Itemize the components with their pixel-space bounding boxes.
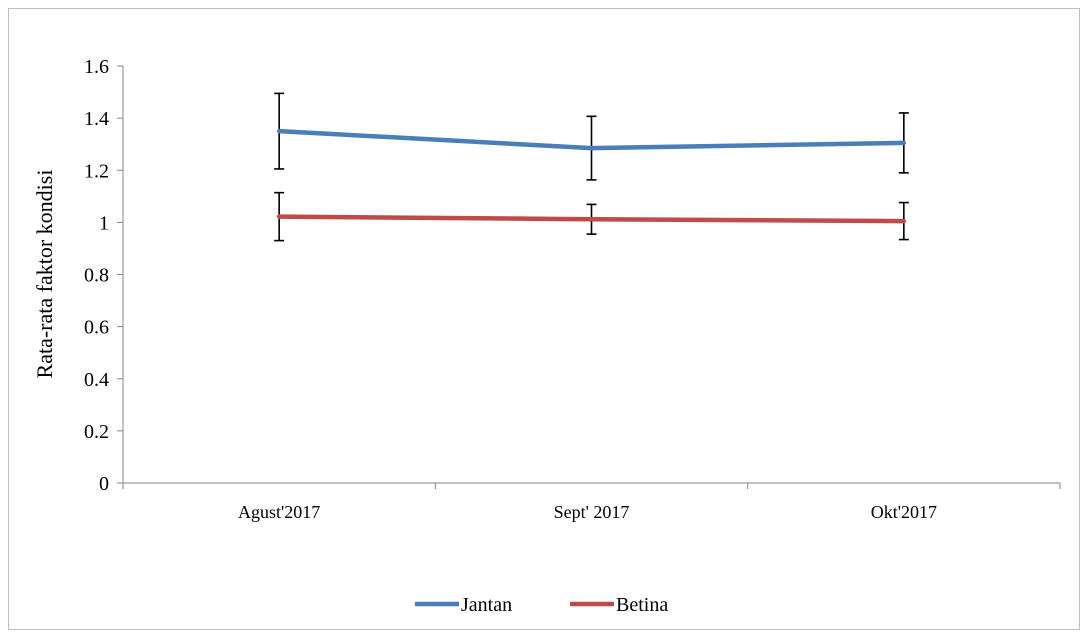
legend-item-betina: Betina (570, 594, 668, 616)
chart-frame (8, 8, 1080, 630)
series-line-jantan (276, 128, 907, 151)
legend-item-jantan: Jantan (415, 594, 512, 616)
y-tick-label: 0.4 (84, 369, 109, 391)
series-lines (276, 128, 907, 224)
x-tick-label: Okt'2017 (871, 502, 937, 522)
y-tick-label: 0.2 (84, 421, 109, 443)
legend: Jantan Betina (415, 594, 668, 616)
y-axis-title: Rata-rata faktor kondisi (32, 170, 57, 379)
y-tick-label: 0 (99, 473, 109, 495)
y-tick-label: 1.6 (84, 56, 109, 78)
x-tick-label: Agust'2017 (238, 502, 320, 522)
y-tick-label: 1 (99, 212, 109, 234)
y-tick-label: 0.8 (84, 265, 109, 287)
x-tick-label: Sept' 2017 (554, 502, 630, 522)
axes: 0 0.2 0.4 0.6 0.8 1 1.2 1.4 1.6 Agust'2017 Sept' 2… (84, 56, 1061, 522)
series-line-betina (276, 214, 907, 224)
y-tick-label: 1.4 (84, 108, 109, 130)
legend-label: Betina (616, 594, 668, 616)
y-tick-label: 0.6 (84, 317, 109, 339)
y-tick-label: 1.2 (84, 160, 109, 182)
legend-label: Jantan (461, 594, 512, 616)
